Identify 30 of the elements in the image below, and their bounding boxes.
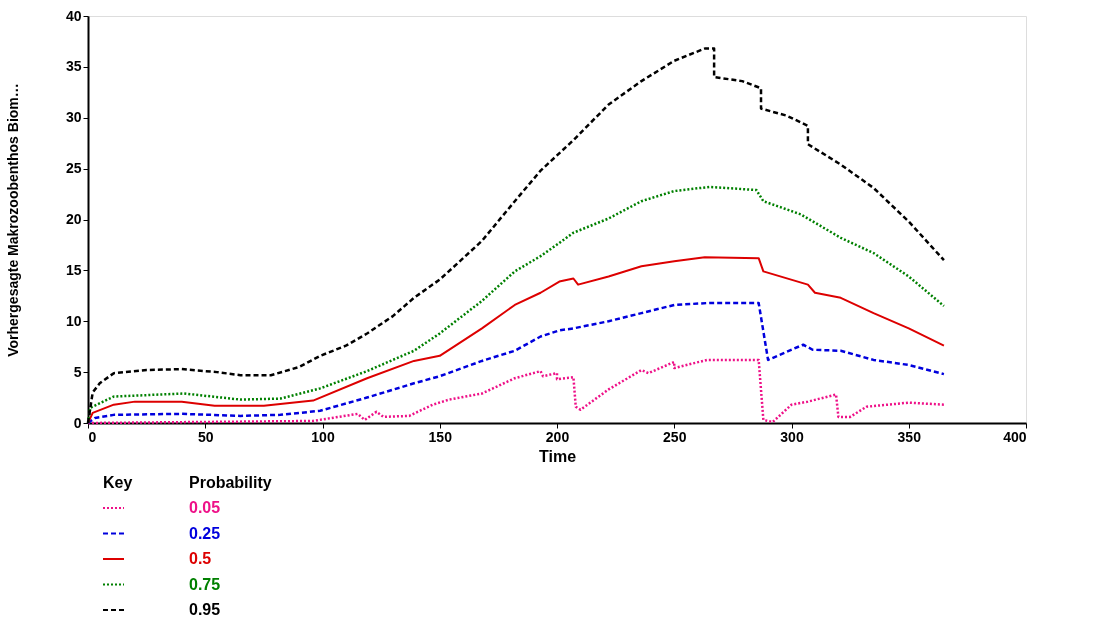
x-tick-label: 250 (663, 428, 687, 445)
y-tick-label: 10 (65, 312, 82, 329)
x-tick-label: 200 (545, 428, 570, 445)
y-tick-label: 20 (65, 211, 82, 227)
x-tick-label: 0 (88, 428, 97, 445)
y-tick-label: 40 (65, 7, 82, 24)
text: 0.95 (189, 601, 221, 618)
x-axis-title: Time (538, 447, 577, 465)
x-tick-label: 50 (197, 428, 214, 445)
legend-title: Probability (189, 474, 272, 491)
text: 0.05 (189, 499, 221, 516)
text: 0.25 (189, 524, 221, 542)
x-tick-label: 400 (1003, 428, 1027, 445)
line-series (86, 358, 946, 425)
y-tick-label: 25 (65, 160, 82, 177)
text: 0.75 (189, 575, 221, 593)
y-tick-label: 30 (65, 109, 82, 126)
text: 0.5 (189, 550, 212, 567)
y-tick-label: 35 (65, 58, 82, 75)
line-series (87, 256, 945, 424)
line-series (86, 301, 946, 425)
text: Key (103, 474, 133, 491)
x-tick-label: 100 (311, 428, 335, 445)
y-axis-title: Vorhergesagte Makrozoobenthos Biom… (4, 83, 21, 357)
x-tick-label: 350 (897, 428, 922, 445)
y-tick-label: 0 (73, 414, 82, 431)
y-tick-label: 15 (65, 261, 82, 278)
x-tick-label: 150 (428, 428, 453, 445)
x-tick-label: 300 (780, 428, 804, 445)
y-tick-label: 5 (73, 363, 82, 380)
